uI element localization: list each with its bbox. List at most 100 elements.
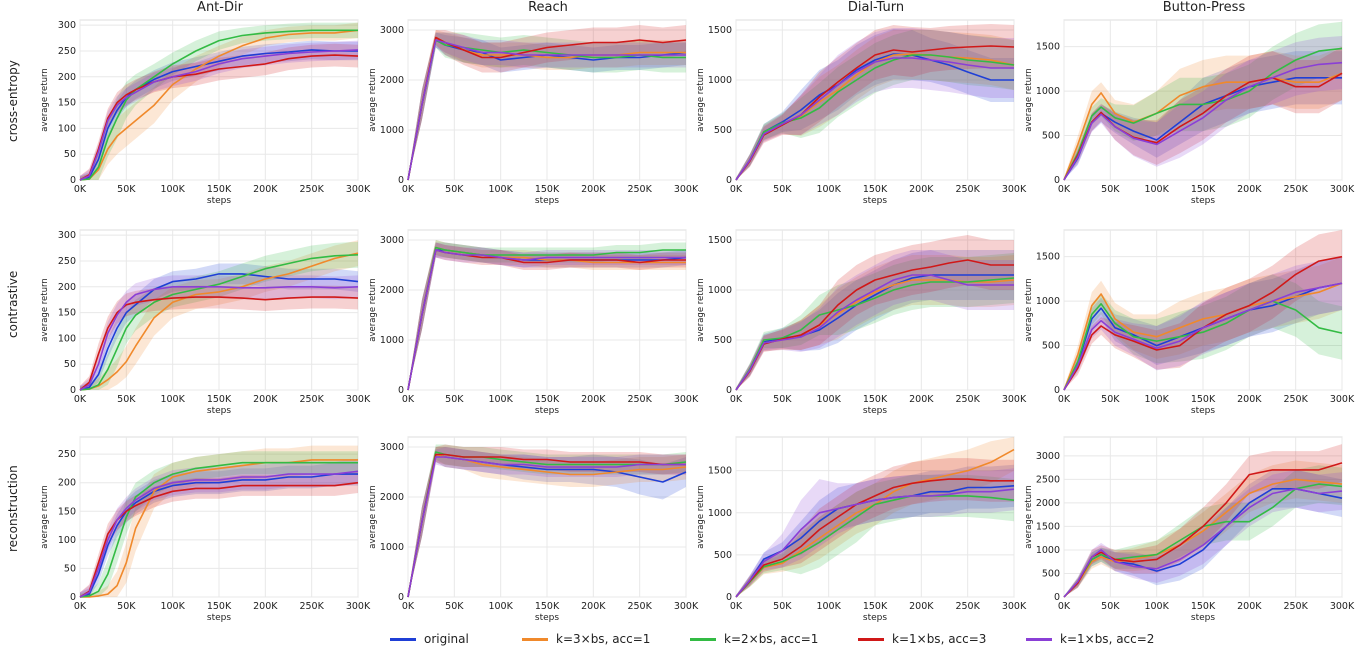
x-tick-label: 200K: [1237, 394, 1262, 405]
series-line-k-2-bs-acc-1: [1063, 483, 1343, 598]
band-k-1-bs-acc-3: [80, 472, 358, 597]
series-line-k-3-bs-acc-1: [79, 252, 359, 391]
y-tick-label: 2000: [380, 285, 404, 296]
plot-cross-entropy-reach: 0K 50K 100K 150K 200K 250K 300K 0 1000 2000 3000 st…: [368, 19, 699, 206]
y-tick-label: 150: [58, 308, 76, 319]
x-axis-label: steps: [863, 196, 887, 206]
x-tick-label: 0K: [730, 394, 743, 405]
x-axis-label: steps: [535, 406, 559, 416]
y-tick-label: 0: [1054, 175, 1060, 186]
x-tick-label: 150K: [207, 394, 232, 405]
legend-swatch-k3: [522, 638, 548, 641]
x-tick-label: 150K: [863, 601, 888, 612]
x-tick-label: 200K: [253, 601, 278, 612]
series-line-k-1-bs-acc-2: [79, 286, 359, 391]
plot-contrastive-button-press: 0K 50K 100K 150K 200K 250K 300K 0 500 1000 1500 ste…: [1024, 229, 1355, 416]
plots-grid: 0K 50K 100K 150K 200K 250K 300K 0 50 100 150 200 250…: [40, 19, 1355, 623]
band-k-2-bs-acc-1: [408, 240, 686, 390]
band-k-2-bs-acc-1: [1064, 21, 1342, 180]
y-tick-label: 1000: [708, 75, 732, 86]
x-tick-label: 100K: [1144, 184, 1169, 195]
legend-item-original: original: [390, 632, 469, 646]
x-tick-label: 0K: [74, 394, 87, 405]
y-tick-label: 500: [1042, 131, 1060, 142]
legend: original k=3×bs, acc=1 k=2×bs, acc=1 k=1…: [380, 630, 1360, 650]
y-tick-label: 2000: [380, 75, 404, 86]
series-line-k-2-bs-acc-1: [79, 254, 359, 391]
band-k-3-bs-acc-1: [408, 447, 686, 597]
series-line-k-3-bs-acc-1: [1063, 72, 1343, 181]
band-original: [408, 447, 686, 597]
column-title-button-press: Button-Press: [1162, 0, 1246, 15]
y-tick-label: 0: [70, 175, 76, 186]
band-k-3-bs-acc-1: [1064, 46, 1342, 181]
series-line-original: [79, 273, 359, 391]
x-tick-label: 150K: [1191, 184, 1216, 195]
band-k-3-bs-acc-1: [408, 30, 686, 180]
y-axis-label: average return: [1024, 68, 1034, 132]
series-line-k-3-bs-acc-1: [79, 29, 359, 181]
series-line-k-1-bs-acc-2: [79, 470, 359, 598]
series-line-k-1-bs-acc-2: [79, 49, 359, 181]
x-axis-label: steps: [1191, 196, 1215, 206]
legend-swatch-k2: [690, 638, 716, 641]
x-tick-label: 250K: [955, 601, 980, 612]
x-tick-label: 100K: [160, 184, 185, 195]
x-tick-label: 50K: [117, 601, 136, 612]
band-original: [736, 464, 1014, 597]
plot-contrastive-ant-dir: 0K 50K 100K 150K 200K 250K 300K 0 50 100 150 200 250…: [40, 229, 371, 416]
y-tick-label: 0: [726, 175, 732, 186]
legend-item-k1-acc2: k=1×bs, acc=2: [1026, 632, 1154, 646]
series-line-k-1-bs-acc-3: [1063, 255, 1343, 391]
band-original: [736, 29, 1014, 180]
x-tick-label: 0K: [1058, 601, 1071, 612]
y-tick-label: 0: [398, 385, 404, 396]
y-tick-label: 100: [58, 535, 76, 546]
x-tick-label: 300K: [1330, 601, 1355, 612]
y-tick-label: 250: [58, 46, 76, 57]
band-k-1-bs-acc-3: [736, 235, 1014, 390]
x-tick-label: 100K: [488, 184, 513, 195]
band-k-3-bs-acc-1: [80, 240, 358, 390]
x-tick-label: 200K: [909, 184, 934, 195]
y-axis-label: average return: [40, 485, 50, 549]
legend-label-k2: k=2×bs, acc=1: [724, 632, 819, 646]
series-line-k-2-bs-acc-1: [735, 54, 1015, 181]
x-tick-label: 0K: [74, 601, 87, 612]
x-tick-label: 50K: [445, 184, 464, 195]
y-tick-label: 1500: [708, 25, 732, 36]
x-tick-label: 250K: [955, 394, 980, 405]
x-tick-label: 150K: [535, 601, 560, 612]
x-tick-label: 50K: [1101, 184, 1120, 195]
series-line-k-2-bs-acc-1: [1063, 300, 1343, 391]
legend-item-k1-acc3: k=1×bs, acc=3: [858, 632, 986, 646]
legend-swatch-k1-acc2: [1026, 638, 1052, 641]
x-tick-label: 50K: [773, 601, 792, 612]
plot-contrastive-dial-turn: 0K 50K 100K 150K 200K 250K 300K 0 500 1000 1500 ste…: [696, 229, 1027, 416]
y-tick-label: 0: [1054, 385, 1060, 396]
series-line-k-1-bs-acc-3: [735, 45, 1015, 181]
y-tick-label: 50: [64, 359, 76, 370]
x-axis-label: steps: [863, 406, 887, 416]
band-original: [80, 40, 358, 180]
band-k-1-bs-acc-2: [1064, 469, 1342, 597]
y-tick-label: 500: [1042, 341, 1060, 352]
y-tick-label: 1000: [1036, 545, 1060, 556]
x-tick-label: 100K: [1144, 394, 1169, 405]
y-axis-label: average return: [368, 278, 378, 342]
y-tick-label: 50: [64, 563, 76, 574]
y-tick-label: 0: [726, 592, 732, 603]
band-k-2-bs-acc-1: [736, 30, 1014, 180]
series-line-k-1-bs-acc-2: [735, 488, 1015, 598]
series-line-k-1-bs-acc-2: [407, 456, 686, 598]
series-line-k-1-bs-acc-3: [735, 478, 1014, 598]
y-tick-label: 2500: [1036, 474, 1060, 485]
y-tick-label: 1500: [1036, 521, 1060, 532]
band-k-1-bs-acc-2: [408, 32, 686, 180]
x-tick-label: 250K: [627, 394, 652, 405]
x-tick-label: 300K: [346, 601, 371, 612]
series-line-original: [735, 274, 1014, 391]
y-tick-label: 0: [1054, 592, 1060, 603]
series-line-k-2-bs-acc-1: [735, 495, 1015, 598]
x-tick-label: 150K: [535, 394, 560, 405]
